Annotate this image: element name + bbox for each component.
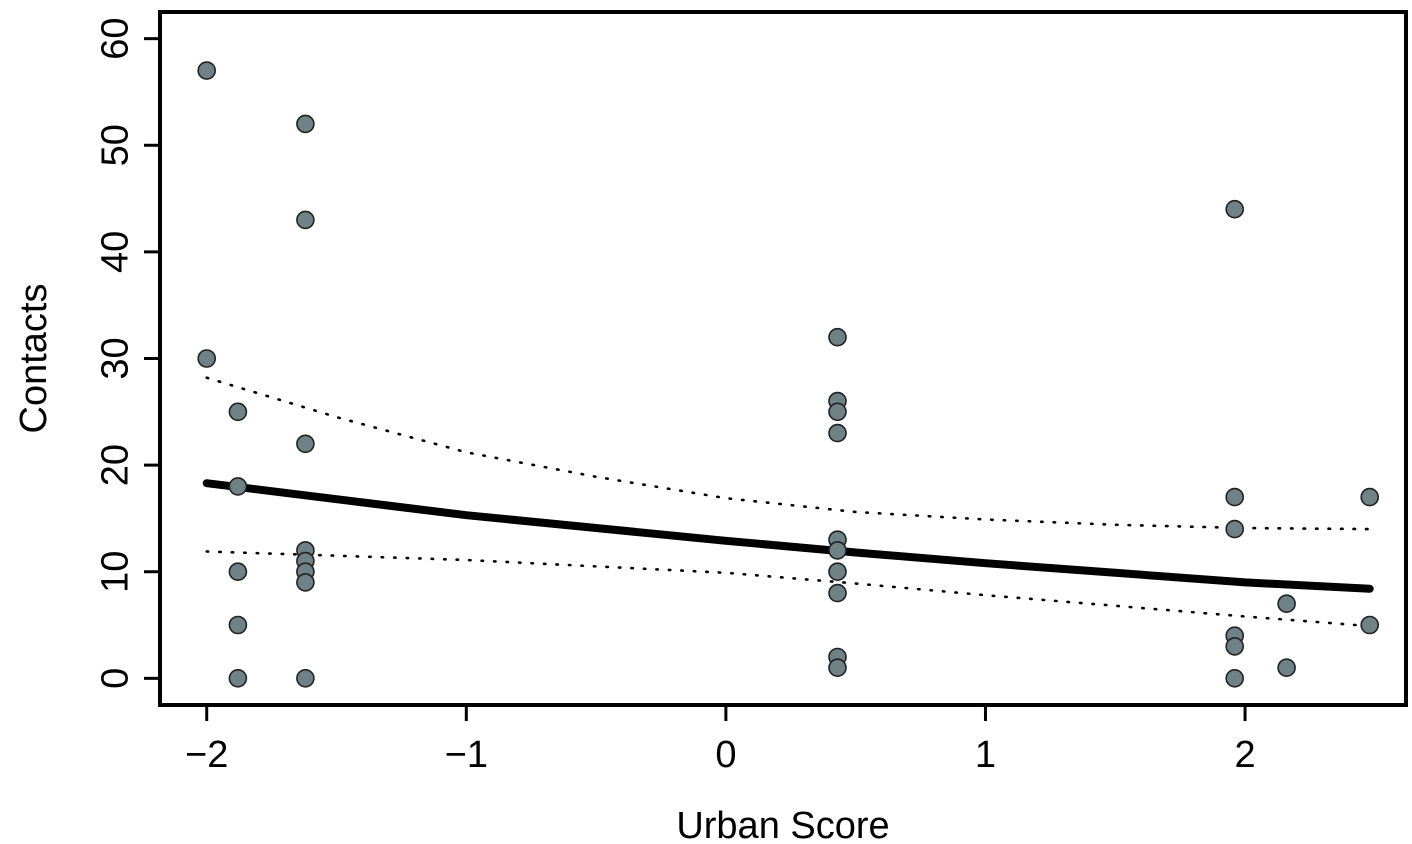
data-point — [1277, 658, 1296, 678]
fit-curve — [202, 479, 1374, 593]
plot-frame — [158, 10, 1408, 707]
data-point — [296, 668, 315, 688]
x-axis-title: Urban Score — [676, 805, 889, 844]
x-tick-label: −1 — [445, 734, 488, 776]
data-point — [228, 562, 248, 582]
data-point — [228, 615, 248, 635]
data-point — [296, 210, 315, 230]
data-point — [197, 349, 216, 368]
data-point — [228, 402, 248, 422]
y-axis: 0 10 20 30 40 50 60 — [94, 18, 162, 689]
x-tick-label: −2 — [185, 734, 228, 776]
data-point — [1360, 615, 1379, 635]
data-point — [228, 668, 248, 688]
data-point — [197, 61, 216, 80]
x-tick-label: 0 — [715, 734, 736, 776]
y-tick-label: 10 — [94, 551, 136, 593]
y-axis-title: Contacts — [13, 284, 55, 434]
data-point — [1225, 519, 1244, 539]
data-point — [296, 573, 315, 592]
confidence-band — [205, 376, 1371, 628]
x-axis: −2 −1 0 1 2 — [185, 703, 1256, 776]
data-point — [828, 562, 847, 582]
y-tick-label: 0 — [94, 668, 136, 689]
data-point — [1225, 487, 1244, 507]
fit-curve-group — [202, 479, 1374, 593]
data-point — [1277, 594, 1296, 614]
data-point — [828, 402, 847, 422]
data-point — [1225, 668, 1244, 688]
y-tick-label: 50 — [94, 124, 136, 166]
y-tick-label: 60 — [94, 18, 136, 60]
ci-lower-line — [205, 550, 1371, 628]
data-point — [1225, 199, 1244, 219]
data-point — [828, 423, 847, 443]
data-point — [828, 583, 847, 603]
data-point — [828, 658, 847, 678]
data-point — [828, 327, 847, 347]
data-points — [197, 61, 1379, 688]
y-tick-label: 20 — [94, 444, 136, 486]
y-tick-label: 40 — [94, 231, 136, 273]
data-point — [828, 541, 847, 560]
x-tick-label: 2 — [1234, 734, 1255, 776]
data-point — [296, 434, 315, 454]
x-tick-label: 1 — [975, 734, 996, 776]
data-point — [228, 477, 248, 496]
y-tick-label: 30 — [94, 337, 136, 379]
data-point — [1360, 487, 1379, 507]
ci-upper-line — [205, 376, 1371, 531]
data-point — [296, 114, 315, 134]
data-point — [1225, 637, 1244, 656]
